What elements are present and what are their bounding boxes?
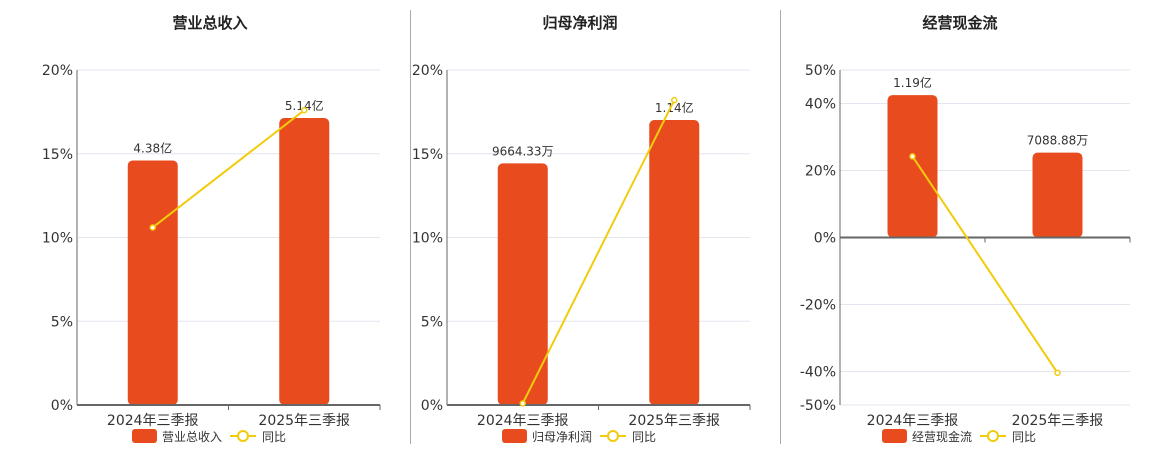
bar-data-label: 1.19亿 (893, 75, 932, 90)
x-tick-label: 2024年三季报 (477, 413, 569, 429)
line-point (671, 96, 678, 104)
y-tick-label: 50% (805, 63, 836, 79)
y-tick-label: 5% (51, 314, 73, 330)
x-tick-label: 2025年三季报 (628, 413, 720, 429)
y-tick-label: 15% (42, 147, 73, 163)
legend-bar-swatch (132, 429, 157, 443)
legend-bar-label: 归母净利润 (532, 430, 592, 444)
bar-data-label: 1.14亿 (655, 100, 694, 115)
line-series-yoy (152, 109, 305, 229)
legend-line-marker (607, 430, 619, 442)
bar (497, 163, 548, 405)
legend-bar-label: 营业总收入 (162, 430, 222, 444)
bar-data-label: 4.38亿 (133, 140, 172, 155)
line-point (909, 153, 916, 160)
legend-line-label: 同比 (262, 430, 286, 444)
legend-line-marker (987, 430, 999, 442)
line-point (149, 224, 156, 231)
bar-data-label: 7088.88万 (1027, 134, 1089, 148)
x-tick-label: 2025年三季报 (1012, 413, 1104, 429)
y-tick-label: 20% (412, 63, 443, 79)
y-tick-label: -50% (800, 398, 836, 414)
y-tick-label: 20% (805, 164, 836, 180)
bar-data-label: 9664.33万 (492, 144, 554, 158)
x-tick-label: 2024年三季报 (867, 413, 959, 429)
panel-divider (410, 10, 411, 444)
y-tick-label: -40% (800, 365, 836, 381)
line-point (301, 106, 308, 114)
y-tick-label: -20% (800, 298, 836, 314)
y-tick-label: 0% (814, 231, 836, 247)
x-tick-label: 2025年三季报 (258, 413, 350, 429)
line-series-yoy (911, 155, 1059, 374)
chart-net-profit: 归母净利润 20% 15% 10% 5% 0% 9664.33万 2024年三季报 1.14亿 2… (412, 14, 751, 444)
y-tick-label: 20% (42, 63, 73, 79)
bar (127, 160, 178, 405)
bar (887, 95, 938, 238)
line-series-yoy (521, 99, 676, 404)
bar-data-label: 5.14亿 (285, 98, 324, 113)
chart-revenue: 营业总收入 20% 15% 10% 5% 0% 4.38亿 2024年三季报 5.14亿 2025… (42, 14, 381, 444)
line-point (1054, 369, 1061, 377)
legend-bar-swatch (502, 429, 527, 443)
y-tick-label: 15% (412, 147, 443, 163)
bar (1032, 152, 1083, 238)
y-tick-label: 0% (51, 398, 73, 414)
chart-title: 经营现金流 (922, 14, 997, 32)
y-tick-label: 40% (805, 97, 836, 113)
chart-title: 归母净利润 (542, 14, 617, 32)
y-tick-label: 0% (421, 398, 443, 414)
y-tick-label: 10% (412, 231, 443, 247)
bar (649, 120, 700, 405)
x-tick-label: 2024年三季报 (107, 413, 199, 429)
line-point (519, 400, 526, 407)
legend-line-label: 同比 (1012, 430, 1036, 444)
chart-title: 营业总收入 (172, 14, 247, 32)
y-tick-label: 5% (421, 314, 443, 330)
bar (279, 118, 330, 406)
legend-bar-label: 经营现金流 (912, 429, 972, 444)
legend-bar-swatch (882, 429, 907, 443)
chart-cash-flow: 经营现金流 50% 40% 20% 0% -20% -40% -50% 1.19亿 2024年三季… (800, 14, 1131, 444)
y-tick-label: 10% (42, 231, 73, 247)
legend-line-marker (237, 430, 249, 442)
panel-divider (780, 10, 781, 444)
legend-line-label: 同比 (632, 430, 656, 444)
